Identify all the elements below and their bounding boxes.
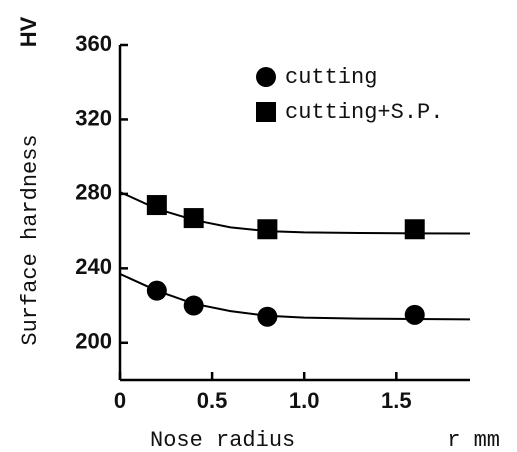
data-point	[146, 195, 167, 216]
data-point	[257, 219, 278, 240]
data-point	[146, 280, 167, 301]
y-axis-unit: HV	[16, 16, 41, 47]
y-tick-label: 320	[75, 105, 112, 130]
data-point	[404, 304, 425, 325]
x-tick-label: 1.5	[381, 388, 412, 413]
x-tick-label: 0	[114, 388, 126, 413]
data-point	[257, 306, 278, 327]
y-tick-label: 200	[75, 329, 112, 354]
data-point	[404, 219, 425, 240]
x-axis-unit: r mm	[447, 428, 500, 452]
x-tick-label: 0.5	[197, 388, 228, 413]
data-point	[183, 208, 204, 229]
y-tick-label: 360	[75, 31, 112, 56]
legend-label: cutting+S.P.	[285, 100, 443, 125]
x-tick-label: 1.0	[289, 388, 320, 413]
legend-marker	[256, 67, 276, 87]
y-axis-title: Surface hardness	[18, 134, 43, 345]
x-axis-title: Nose radius	[150, 428, 295, 452]
data-point	[183, 295, 204, 316]
legend-label: cutting	[285, 65, 377, 90]
y-tick-label: 280	[75, 180, 112, 205]
legend-marker	[256, 102, 276, 122]
y-tick-label: 240	[75, 254, 112, 279]
